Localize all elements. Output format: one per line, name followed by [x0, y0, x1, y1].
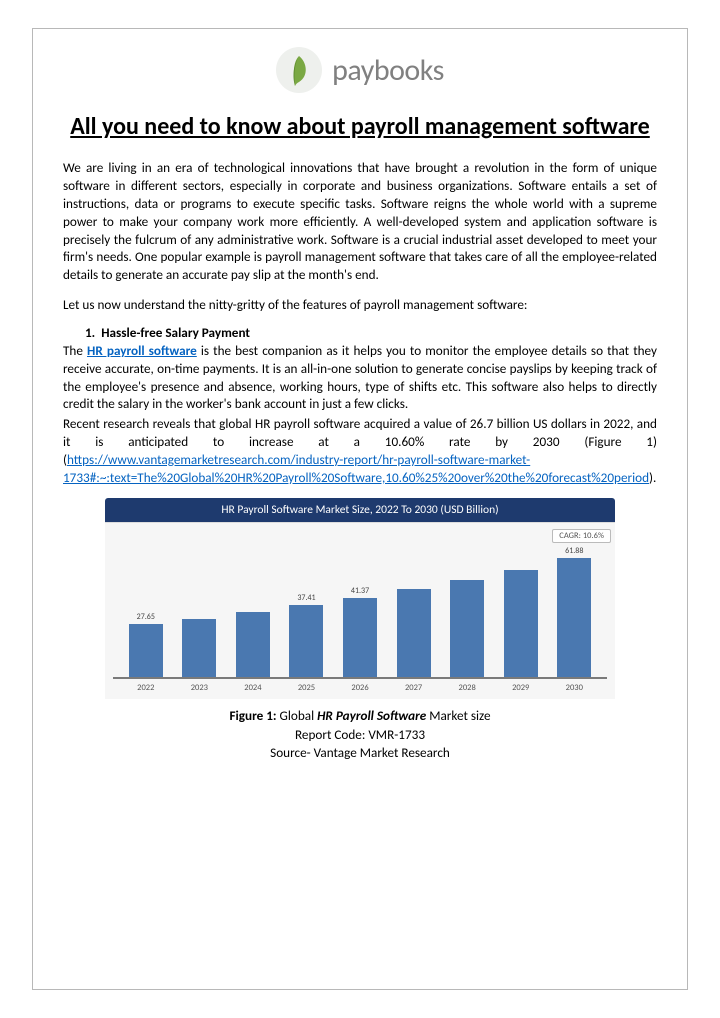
- caption-fig: Figure 1:: [229, 707, 276, 724]
- bar-value-label: 61.88: [565, 546, 583, 556]
- xaxis-label: 2030: [548, 683, 602, 693]
- lead-paragraph: Let us now understand the nitty-gritty o…: [63, 296, 657, 314]
- bar: [182, 619, 216, 678]
- xaxis-label: 2027: [387, 683, 441, 693]
- figure-caption: Figure 1: Global HR Payroll Software Mar…: [63, 707, 657, 762]
- bar-value-label: 37.41: [297, 593, 315, 603]
- caption-tail: Market size: [426, 707, 490, 724]
- research-close: ).: [649, 469, 656, 486]
- xaxis-label: 2025: [280, 683, 334, 693]
- bar: [289, 605, 323, 677]
- section-1-pre: The: [63, 342, 87, 359]
- bar: [504, 570, 538, 678]
- bar-col: [494, 558, 548, 678]
- logo-mark: [276, 47, 322, 93]
- source-url-link[interactable]: https://www.vantagemarketresearch.com/in…: [63, 451, 649, 486]
- bar: [450, 580, 484, 677]
- caption-line2: Report Code: VMR-1733: [295, 726, 425, 743]
- bar-col: [173, 607, 227, 678]
- page-border: paybooks All you need to know about payr…: [32, 28, 688, 990]
- bar: [557, 558, 591, 677]
- chart-bars: 27.65 37.41 41.37 61.88: [113, 531, 607, 679]
- section-1-body: The HR payroll software is the best comp…: [63, 342, 657, 413]
- hr-payroll-link[interactable]: HR payroll software: [87, 342, 197, 359]
- bar-value-label: 41.37: [351, 586, 369, 596]
- chart-xaxis: 202220232024202520262027202820292030: [113, 679, 607, 699]
- bar-col: 61.88: [548, 546, 602, 677]
- chart-title: HR Payroll Software Market Size, 2022 To…: [105, 498, 615, 522]
- section-1-number: 1.: [85, 324, 95, 341]
- chart-body: CAGR: 10.6% 27.6537.4141.3761.88 2022202…: [105, 522, 615, 699]
- xaxis-label: 2023: [173, 683, 227, 693]
- caption-bi: HR Payroll Software: [317, 707, 426, 724]
- bar: [397, 589, 431, 677]
- caption-line3: Source- Vantage Market Research: [270, 744, 450, 761]
- xaxis-label: 2024: [226, 683, 280, 693]
- intro-paragraph: We are living in an era of technological…: [63, 159, 657, 284]
- bar-col: 27.65: [119, 612, 173, 677]
- bar-col: [440, 568, 494, 677]
- cagr-label: CAGR: 10.6%: [552, 529, 611, 543]
- bar: [343, 598, 377, 678]
- bar-col: [387, 577, 441, 677]
- leaf-icon: [289, 54, 309, 86]
- bar-col: 41.37: [333, 586, 387, 678]
- bar: [129, 624, 163, 677]
- xaxis-label: 2029: [494, 683, 548, 693]
- xaxis-label: 2028: [440, 683, 494, 693]
- xaxis-label: 2026: [333, 683, 387, 693]
- bar: [236, 612, 270, 677]
- chart-container: HR Payroll Software Market Size, 2022 To…: [105, 498, 615, 699]
- bar-col: 37.41: [280, 593, 334, 677]
- xaxis-label: 2022: [119, 683, 173, 693]
- bar-value-label: 27.65: [137, 612, 155, 622]
- page-title: All you need to know about payroll manag…: [63, 111, 657, 143]
- section-1-heading: 1. Hassle-free Salary Payment: [85, 324, 657, 341]
- section-1-title: Hassle-free Salary Payment: [101, 324, 250, 341]
- section-1-research: Recent research reveals that global HR p…: [63, 415, 657, 486]
- logo-text: paybooks: [332, 52, 444, 89]
- bar-col: [226, 600, 280, 677]
- caption-mid: Global: [277, 707, 318, 724]
- logo-row: paybooks: [63, 47, 657, 93]
